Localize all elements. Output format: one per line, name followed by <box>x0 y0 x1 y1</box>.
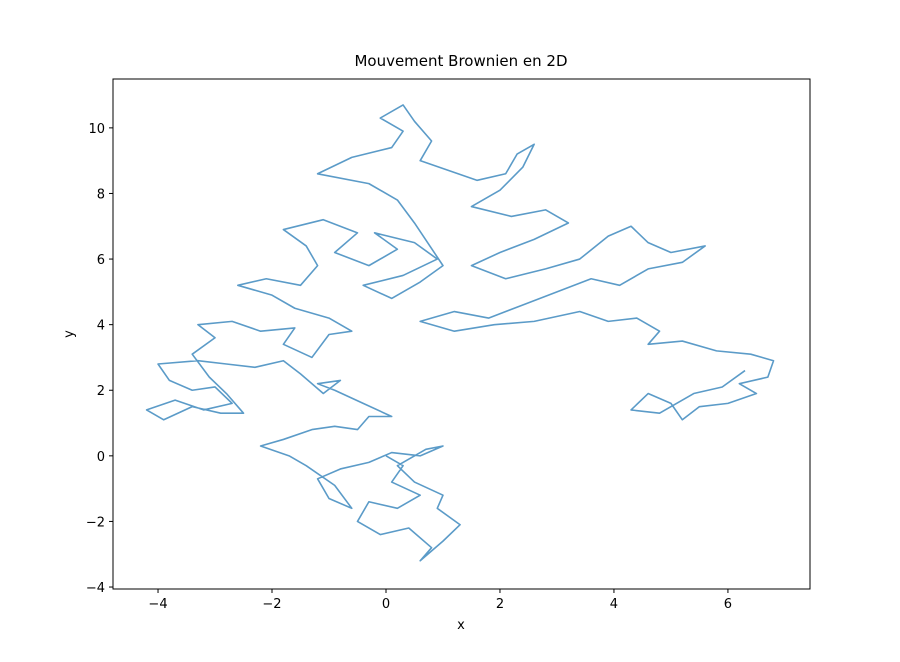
y-tick-label: 6 <box>97 253 105 268</box>
axes-frame <box>112 78 811 590</box>
y-tick-label: 2 <box>97 384 105 399</box>
y-tick-label: 4 <box>97 319 105 334</box>
chart-title: Mouvement Brownien en 2D <box>354 52 567 70</box>
y-tick-label: −4 <box>86 581 105 596</box>
x-tick-label: −2 <box>262 597 281 612</box>
x-tick-label: 4 <box>610 597 618 612</box>
y-tick-label: 8 <box>97 187 105 202</box>
data-line <box>145 104 775 562</box>
y-axis-label: y <box>62 330 77 338</box>
y-tick-label: 10 <box>88 122 105 137</box>
x-tick-label: 2 <box>496 597 504 612</box>
x-tick-label: 6 <box>724 597 732 612</box>
y-tick-label: 0 <box>97 450 105 465</box>
x-axis-label: x <box>457 618 465 633</box>
x-tick-label: 0 <box>382 597 390 612</box>
y-tick-label: −2 <box>86 515 105 530</box>
x-tick-label: −4 <box>148 597 167 612</box>
